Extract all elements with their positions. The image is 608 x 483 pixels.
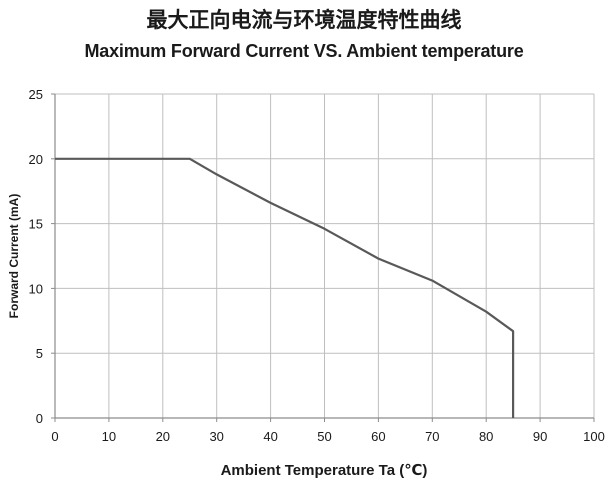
- grid-lines: [55, 93, 595, 418]
- y-tick-label-15: 15: [29, 217, 43, 232]
- x-tick-label-10: 10: [102, 429, 116, 444]
- x-tick-label-30: 30: [209, 429, 223, 444]
- x-tick-label-0: 0: [51, 429, 58, 444]
- x-tick-label-90: 90: [533, 429, 547, 444]
- axes: [51, 93, 595, 422]
- x-tick-label-50: 50: [317, 429, 331, 444]
- chart-title-chinese: 最大正向电流与环境温度特性曲线: [146, 8, 462, 32]
- x-axis-label: Ambient Temperature Ta (℃): [221, 462, 428, 479]
- y-tick-label-10: 10: [29, 281, 43, 296]
- x-tick-label-100: 100: [583, 429, 605, 444]
- y-tick-label-5: 5: [36, 346, 43, 361]
- chart-title-english: Maximum Forward Current VS. Ambient temp…: [84, 41, 524, 61]
- y-tick-label-0: 0: [36, 411, 43, 426]
- x-tick-label-20: 20: [156, 429, 170, 444]
- y-tick-label-20: 20: [29, 152, 43, 167]
- y-axis-label: Forward Current (mA): [7, 194, 21, 319]
- x-tick-label-60: 60: [371, 429, 385, 444]
- x-tick-label-40: 40: [263, 429, 277, 444]
- y-tick-labels: 0 5 10 15 20 25: [29, 87, 43, 426]
- x-tick-label-80: 80: [479, 429, 493, 444]
- x-tick-labels: 0 10 20 30 40 50 60 70 80 90 100: [51, 429, 604, 444]
- series-line-0: [55, 157, 515, 418]
- series-layer: [55, 157, 515, 418]
- x-tick-label-70: 70: [425, 429, 439, 444]
- y-tick-label-25: 25: [29, 87, 43, 102]
